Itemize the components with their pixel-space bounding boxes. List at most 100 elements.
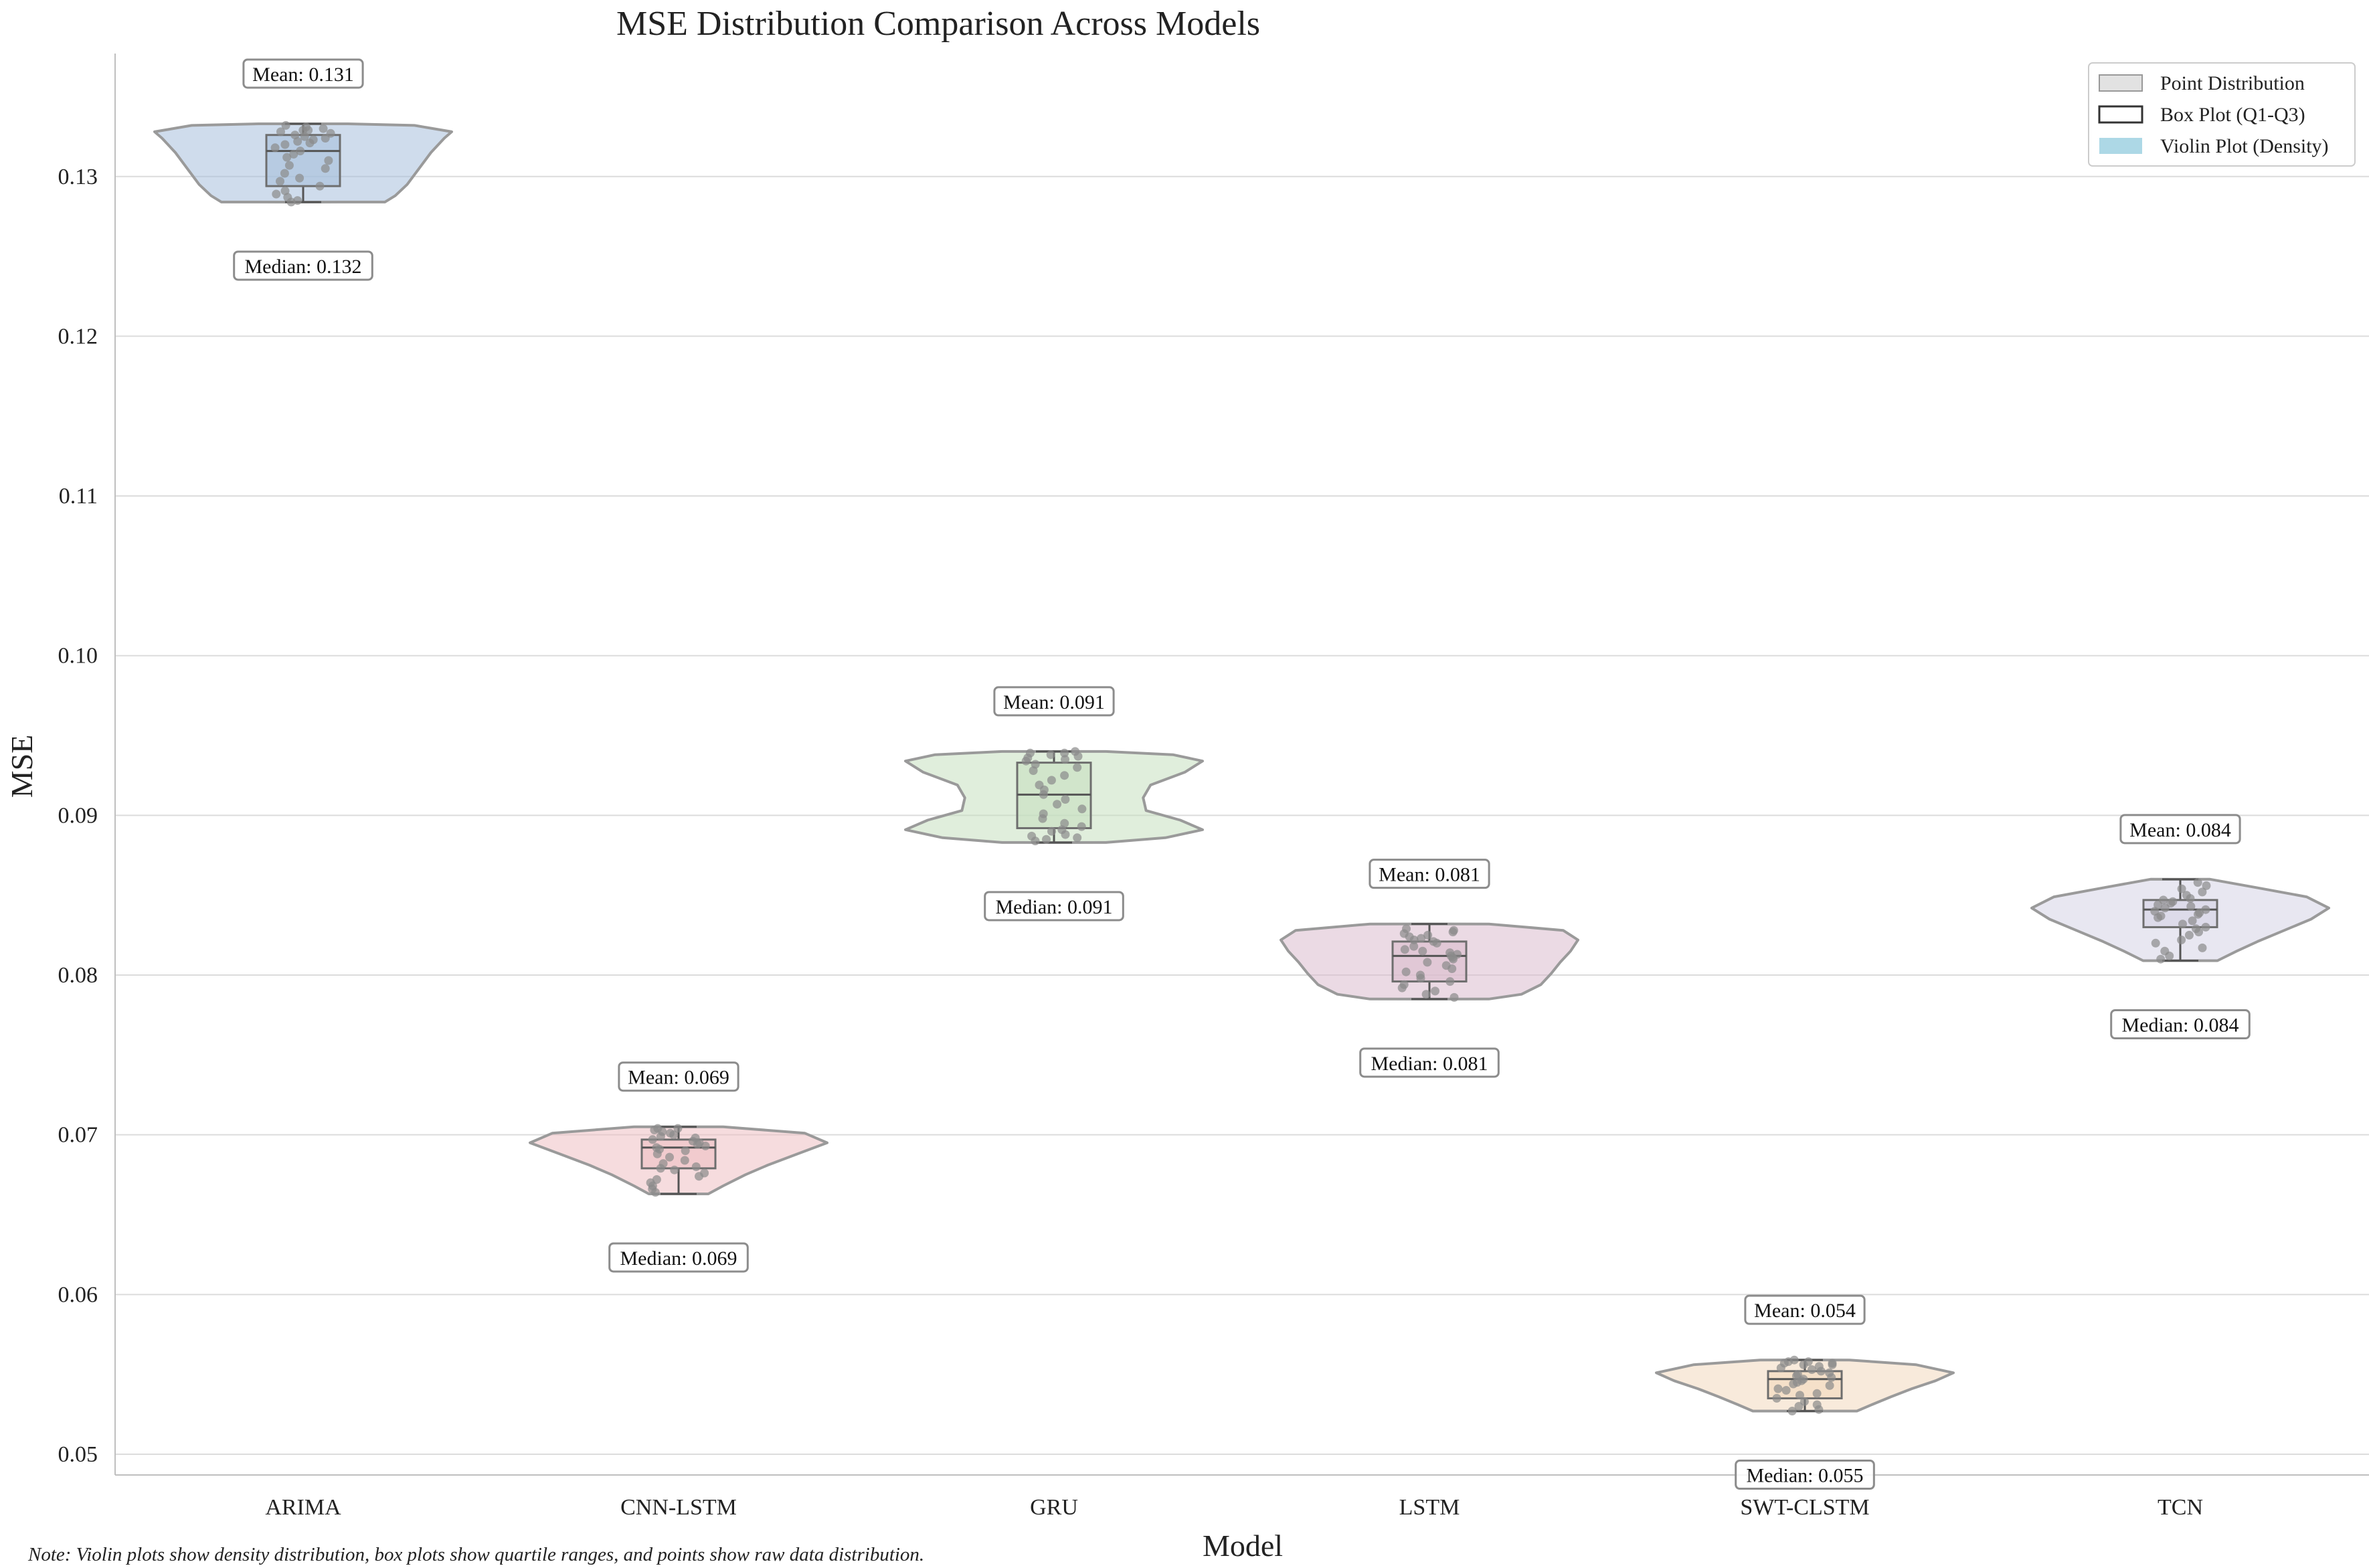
data-point — [315, 181, 325, 191]
data-point — [270, 143, 280, 153]
data-point — [1812, 1400, 1822, 1409]
mean-label: Mean: 0.054 — [1744, 1294, 1866, 1325]
data-point — [1453, 950, 1462, 959]
x-tick-label: CNN-LSTM — [620, 1495, 737, 1520]
data-point — [321, 164, 330, 173]
data-point — [1787, 1407, 1797, 1415]
grid-lines — [115, 175, 2369, 1455]
data-point — [2192, 924, 2200, 934]
data-point — [665, 1152, 674, 1162]
legend-swatch — [2098, 105, 2143, 124]
legend-label: Point Distribution — [2160, 72, 2305, 94]
data-point — [673, 1124, 683, 1133]
data-point — [1060, 818, 1069, 828]
data-point — [1828, 1359, 1837, 1368]
data-point — [2184, 930, 2194, 940]
data-point — [319, 124, 328, 133]
data-point — [1073, 833, 1082, 843]
legend-swatch — [2099, 138, 2142, 154]
data-point — [2156, 954, 2166, 964]
data-point — [1825, 1381, 1834, 1390]
data-point — [2177, 884, 2186, 893]
mean-label-box — [242, 58, 364, 89]
data-point — [276, 177, 284, 186]
mean-label: Mean: 0.069 — [618, 1061, 739, 1092]
mean-label-box — [2119, 814, 2241, 845]
chart-title: MSE Distribution Comparison Across Model… — [616, 5, 1260, 43]
data-point — [1799, 1375, 1808, 1384]
x-tick-label: ARIMA — [265, 1495, 341, 1520]
mean-label: Mean: 0.091 — [993, 686, 1115, 717]
data-point — [1450, 992, 1459, 1002]
legend: Point Distribution Box Plot (Q1-Q3) Violin… — [2088, 62, 2356, 167]
data-point — [1804, 1357, 1813, 1367]
data-point — [324, 156, 333, 165]
legend-item: Violin Plot (Density) — [2099, 135, 2329, 157]
median-label: Median: 0.069 — [608, 1242, 749, 1273]
data-point — [1409, 942, 1419, 951]
data-point — [1814, 1362, 1824, 1371]
mean-label: Mean: 0.131 — [242, 58, 364, 89]
data-point — [1812, 1389, 1822, 1398]
data-point — [2156, 911, 2166, 921]
x-tick-label: LSTM — [1399, 1495, 1460, 1520]
data-point — [1047, 776, 1056, 785]
mean-label-text: Mean: 0.081 — [1379, 864, 1480, 886]
axes — [114, 54, 2369, 1476]
mean-label-text: Mean: 0.091 — [1003, 691, 1105, 713]
data-point — [659, 1159, 668, 1168]
data-point — [282, 153, 292, 162]
data-point — [1418, 946, 1427, 956]
data-point — [1800, 1397, 1809, 1406]
mean-label-text: Mean: 0.084 — [2129, 819, 2231, 841]
data-point — [1417, 934, 1426, 943]
data-point — [653, 1124, 663, 1133]
data-point — [295, 173, 304, 183]
y-axis-label: MSE — [5, 735, 39, 798]
data-point — [1060, 748, 1069, 758]
data-point — [1449, 926, 1458, 935]
data-point — [1053, 800, 1062, 809]
data-point — [691, 1133, 700, 1142]
data-point — [2151, 938, 2160, 948]
legend-label: Box Plot (Q1-Q3) — [2160, 104, 2305, 126]
violin-group-swt-clstm — [1655, 1355, 1955, 1415]
median-label: Median: 0.132 — [233, 250, 373, 281]
median-label-text: Median: 0.081 — [1371, 1053, 1488, 1075]
data-point — [1035, 780, 1044, 790]
data-point — [276, 127, 285, 137]
y-tick-labels: 0.05 0.06 0.07 0.08 0.09 0.10 0.11 0.12 0.13 — [58, 165, 98, 1467]
data-point — [666, 1128, 675, 1138]
data-point — [1421, 990, 1431, 999]
data-point — [648, 1135, 657, 1144]
data-point — [680, 1156, 689, 1165]
data-point — [1445, 977, 1455, 986]
data-point — [652, 1175, 661, 1184]
median-label-text: Median: 0.084 — [2122, 1015, 2239, 1037]
data-point — [280, 169, 289, 178]
median-label-text: Median: 0.069 — [620, 1247, 737, 1270]
data-point — [2150, 907, 2160, 916]
data-point — [281, 120, 290, 130]
median-label-text: Median: 0.091 — [996, 896, 1113, 918]
data-point — [1429, 937, 1438, 946]
data-point — [1445, 948, 1455, 958]
data-point — [1423, 958, 1432, 967]
data-point — [1795, 1391, 1804, 1400]
data-point — [1077, 822, 1086, 831]
mean-label-text: Mean: 0.131 — [252, 64, 354, 86]
data-point — [2182, 891, 2191, 900]
data-point — [1773, 1384, 1783, 1393]
data-point — [2178, 920, 2187, 929]
legend-item: Point Distribution — [2099, 72, 2305, 94]
data-point — [691, 1162, 701, 1171]
data-point — [309, 135, 318, 145]
legend-item: Box Plot (Q1-Q3) — [2098, 104, 2305, 126]
mean-label-box — [1369, 859, 1490, 889]
data-point — [1789, 1355, 1799, 1365]
data-point — [1077, 804, 1087, 814]
median-label-box — [233, 250, 373, 281]
data-point — [280, 186, 290, 195]
y-tick-label: 0.05 — [58, 1442, 98, 1467]
